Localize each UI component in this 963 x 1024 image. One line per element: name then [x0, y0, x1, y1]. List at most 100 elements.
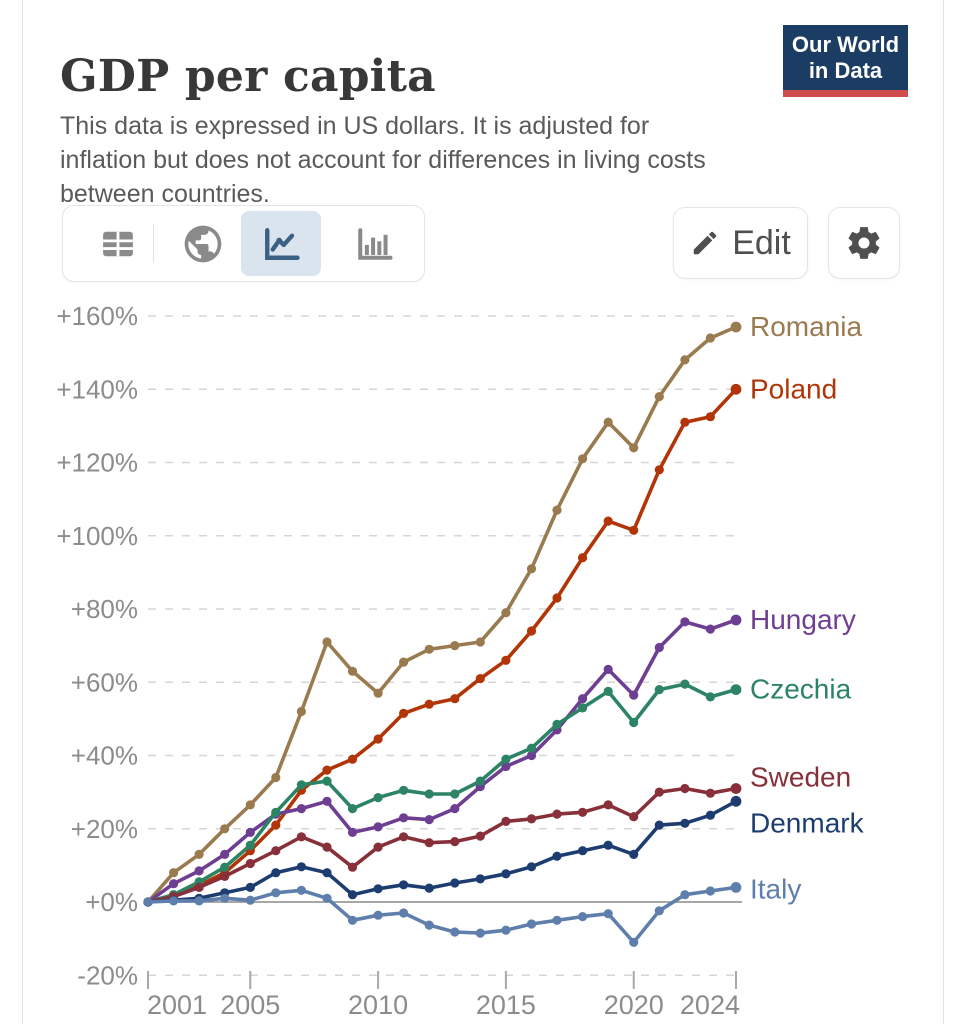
- series-point-czechia[interactable]: [680, 679, 690, 689]
- series-point-czechia[interactable]: [526, 743, 537, 753]
- series-point-denmark[interactable]: [322, 868, 332, 878]
- series-point-hungary[interactable]: [629, 690, 639, 700]
- series-line-italy[interactable]: [146, 885, 738, 945]
- series-point-sweden[interactable]: [322, 842, 332, 852]
- series-point-italy[interactable]: [526, 919, 537, 929]
- series-point-italy[interactable]: [475, 928, 485, 938]
- series-line-romania[interactable]: [146, 325, 738, 904]
- series-point-denmark[interactable]: [475, 874, 485, 884]
- series-point-italy[interactable]: [245, 895, 255, 905]
- series-point-czechia[interactable]: [578, 703, 588, 713]
- series-point-romania[interactable]: [603, 417, 613, 427]
- series-point-czechia[interactable]: [220, 862, 230, 872]
- series-point-italy[interactable]: [450, 927, 460, 937]
- series-point-denmark[interactable]: [603, 840, 613, 850]
- series-label-sweden[interactable]: Sweden: [750, 761, 851, 792]
- series-point-hungary[interactable]: [654, 642, 664, 653]
- series-point-czechia[interactable]: [450, 789, 460, 799]
- series-point-denmark[interactable]: [296, 862, 306, 872]
- series-point-italy[interactable]: [322, 893, 332, 903]
- series-label-poland[interactable]: Poland: [750, 373, 837, 404]
- series-point-sweden[interactable]: [654, 787, 664, 797]
- series-point-romania[interactable]: [578, 454, 588, 464]
- series-point-romania[interactable]: [169, 868, 179, 878]
- series-line-sweden[interactable]: [146, 786, 738, 904]
- series-point-romania[interactable]: [296, 706, 306, 717]
- series-point-italy[interactable]: [730, 882, 742, 893]
- series-label-czechia[interactable]: Czechia: [750, 674, 852, 705]
- series-point-czechia[interactable]: [705, 692, 716, 702]
- series-point-poland[interactable]: [730, 383, 742, 395]
- series-point-hungary[interactable]: [169, 879, 179, 889]
- series-point-hungary[interactable]: [296, 804, 306, 814]
- map-view-button[interactable]: [163, 206, 243, 281]
- series-point-romania[interactable]: [501, 608, 511, 618]
- line-chart-view-button[interactable]: [241, 211, 321, 276]
- series-point-hungary[interactable]: [603, 664, 613, 675]
- series-point-italy[interactable]: [373, 910, 383, 920]
- series-point-romania[interactable]: [373, 688, 383, 698]
- table-view-button[interactable]: [78, 206, 158, 281]
- series-point-italy[interactable]: [629, 937, 639, 947]
- series-point-denmark[interactable]: [552, 851, 562, 861]
- series-point-poland[interactable]: [629, 525, 639, 535]
- series-point-sweden[interactable]: [450, 837, 460, 847]
- series-point-denmark[interactable]: [245, 882, 255, 893]
- series-point-poland[interactable]: [680, 417, 690, 427]
- series-point-hungary[interactable]: [680, 617, 690, 627]
- series-point-sweden[interactable]: [245, 858, 255, 869]
- series-point-romania[interactable]: [629, 443, 639, 453]
- series-point-poland[interactable]: [705, 412, 716, 422]
- series-point-sweden[interactable]: [296, 832, 306, 842]
- series-point-czechia[interactable]: [629, 717, 639, 728]
- series-point-sweden[interactable]: [399, 832, 409, 842]
- series-point-italy[interactable]: [578, 912, 588, 922]
- series-point-poland[interactable]: [501, 655, 511, 665]
- series-point-italy[interactable]: [552, 915, 562, 925]
- series-point-hungary[interactable]: [578, 694, 588, 704]
- series-point-czechia[interactable]: [399, 785, 409, 795]
- series-point-italy[interactable]: [296, 885, 306, 895]
- series-point-czechia[interactable]: [730, 684, 742, 695]
- series-point-czechia[interactable]: [373, 793, 383, 803]
- series-point-czechia[interactable]: [603, 686, 613, 697]
- series-point-sweden[interactable]: [347, 862, 358, 872]
- series-point-italy[interactable]: [705, 886, 716, 896]
- series-point-romania[interactable]: [475, 637, 485, 647]
- series-point-poland[interactable]: [399, 708, 409, 719]
- series-point-romania[interactable]: [271, 772, 281, 783]
- series-point-denmark[interactable]: [271, 868, 281, 878]
- series-point-czechia[interactable]: [322, 776, 332, 786]
- series-point-sweden[interactable]: [271, 846, 281, 856]
- series-point-romania[interactable]: [450, 641, 460, 651]
- series-label-denmark[interactable]: Denmark: [750, 807, 865, 838]
- series-point-denmark[interactable]: [730, 795, 742, 807]
- bar-chart-view-button[interactable]: [334, 206, 414, 281]
- series-point-czechia[interactable]: [654, 685, 664, 695]
- series-point-sweden[interactable]: [552, 809, 562, 819]
- series-point-czechia[interactable]: [552, 719, 562, 730]
- series-point-hungary[interactable]: [526, 750, 537, 761]
- series-point-poland[interactable]: [526, 626, 537, 636]
- series-point-hungary[interactable]: [501, 761, 511, 772]
- series-point-italy[interactable]: [347, 915, 358, 925]
- series-point-poland[interactable]: [654, 465, 664, 475]
- series-point-denmark[interactable]: [526, 862, 537, 872]
- series-point-denmark[interactable]: [424, 883, 434, 893]
- series-point-hungary[interactable]: [373, 822, 383, 832]
- series-point-hungary[interactable]: [347, 827, 358, 838]
- series-point-poland[interactable]: [271, 820, 281, 830]
- series-point-denmark[interactable]: [450, 878, 460, 888]
- series-point-poland[interactable]: [322, 765, 332, 775]
- series-point-hungary[interactable]: [245, 827, 255, 838]
- series-point-poland[interactable]: [578, 553, 588, 563]
- series-point-italy[interactable]: [424, 920, 434, 930]
- series-point-hungary[interactable]: [399, 813, 409, 823]
- series-label-hungary[interactable]: Hungary: [750, 604, 856, 635]
- series-line-poland[interactable]: [146, 387, 738, 904]
- series-point-poland[interactable]: [552, 593, 562, 603]
- series-point-romania[interactable]: [526, 564, 537, 574]
- series-point-czechia[interactable]: [424, 789, 434, 799]
- series-point-poland[interactable]: [373, 734, 383, 744]
- series-point-italy[interactable]: [220, 893, 230, 903]
